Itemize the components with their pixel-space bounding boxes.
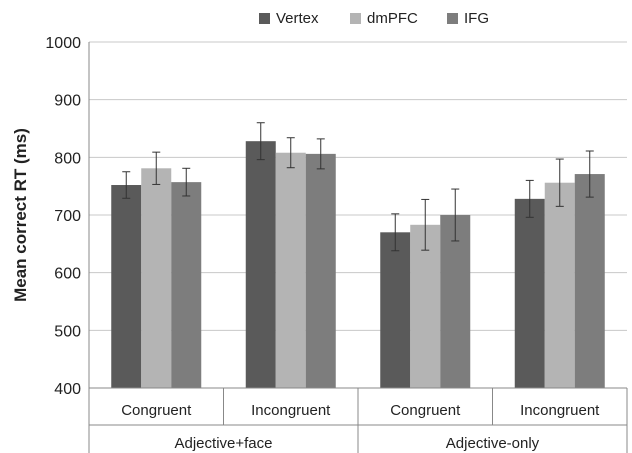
legend-item-ifg: IFG (447, 10, 489, 27)
bar-ifg-1 (305, 153, 336, 388)
y-tick-label: 1000 (45, 35, 81, 52)
bar-ifg-3 (574, 174, 605, 388)
legend-label-dmpfc: dmPFC (367, 10, 418, 27)
bar-ifg-0 (171, 182, 202, 388)
bar-ifg-2 (440, 215, 471, 388)
y-tick-label: 500 (54, 323, 81, 340)
y-axis-title: Mean correct RT (ms) (11, 128, 30, 302)
legend-swatch-dmpfc (350, 13, 361, 24)
bar-vertex-2 (380, 232, 411, 388)
x-group-label: Adjective-only (446, 435, 540, 452)
legend-swatch-vertex (259, 13, 270, 24)
y-tick-label: 900 (54, 93, 81, 110)
legend-item-dmpfc: dmPFC (350, 10, 418, 27)
legend-item-vertex: Vertex (259, 10, 319, 27)
y-tick-label: 400 (54, 381, 81, 398)
bar-dmpfc-2 (410, 224, 441, 388)
legend-label-ifg: IFG (464, 10, 489, 27)
bar-dmpfc-3 (544, 182, 575, 388)
legend-label-vertex: Vertex (276, 10, 319, 27)
bar-dmpfc-0 (141, 168, 172, 388)
x-tick-label: Congruent (390, 402, 461, 419)
bar-vertex-3 (514, 198, 545, 388)
legend-swatch-ifg (447, 13, 458, 24)
bar-vertex-1 (245, 141, 276, 388)
y-tick-label: 600 (54, 266, 81, 283)
x-tick-label: Congruent (121, 402, 192, 419)
x-group-label: Adjective+face (175, 435, 273, 452)
bar-vertex-0 (111, 185, 142, 388)
x-tick-label: Incongruent (251, 402, 331, 419)
y-tick-label: 800 (54, 150, 81, 167)
x-tick-label: Incongruent (520, 402, 600, 419)
y-tick-label: 700 (54, 208, 81, 225)
bar-dmpfc-1 (275, 152, 306, 388)
